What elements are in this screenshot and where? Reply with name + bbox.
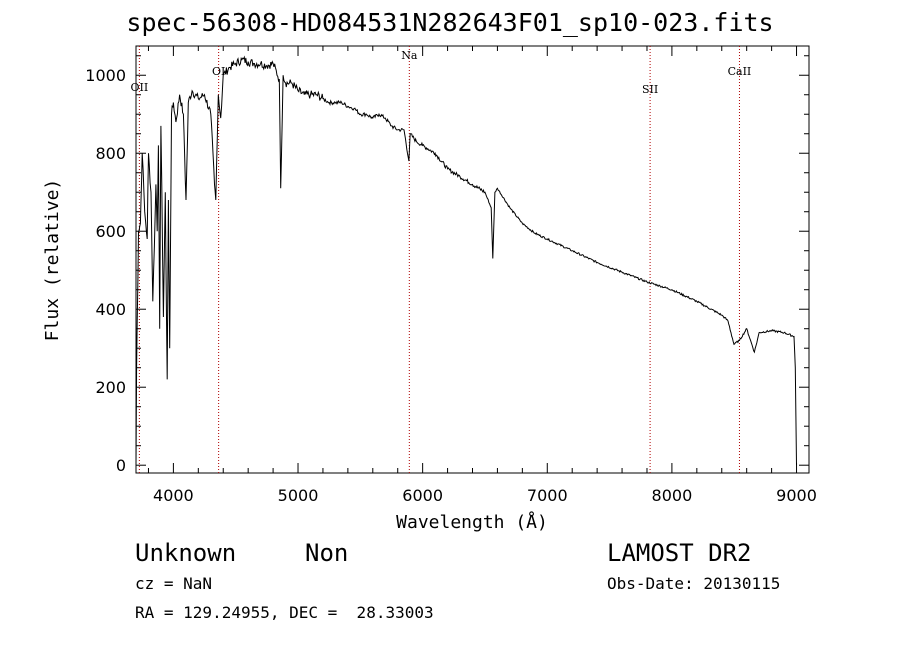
redshift-cz: cz = NaN [135,574,213,593]
y-tick-label: 800 [95,144,126,163]
y-tick-label: 1000 [85,66,126,85]
chart-title: spec-56308-HD084531N282643F01_sp10-023.f… [126,8,774,37]
x-tick-label: 4000 [153,486,194,505]
y-tick-label: 200 [95,378,126,397]
object-class: Unknown [135,539,237,567]
emission-line-label: OII [131,81,149,94]
observation-date: Obs-Date: 20130115 [607,574,781,593]
x-axis-label: Wavelength (Å) [396,511,548,533]
x-tick-label: 8000 [652,486,693,505]
emission-line-label: CaII [728,65,752,78]
y-tick-label: 400 [95,300,126,319]
y-tick-label: 600 [95,222,126,241]
x-tick-label: 7000 [527,486,568,505]
spectrum-line [135,55,797,466]
object-subclass: Non [305,539,349,567]
x-tick-label: 6000 [402,486,443,505]
x-tick-label: 9000 [776,486,817,505]
emission-line-label: SII [642,83,658,96]
y-axis-label: Flux (relative) [42,179,63,342]
emission-line-label: Na [401,49,418,62]
coordinates: RA = 129.24955, DEC = 28.33003 [135,603,434,622]
y-tick-label: 0 [116,456,126,475]
emission-line-label: OI [212,65,225,78]
x-tick-label: 5000 [278,486,319,505]
survey-name: LAMOST DR2 [607,539,752,567]
plot-frame [135,45,810,474]
